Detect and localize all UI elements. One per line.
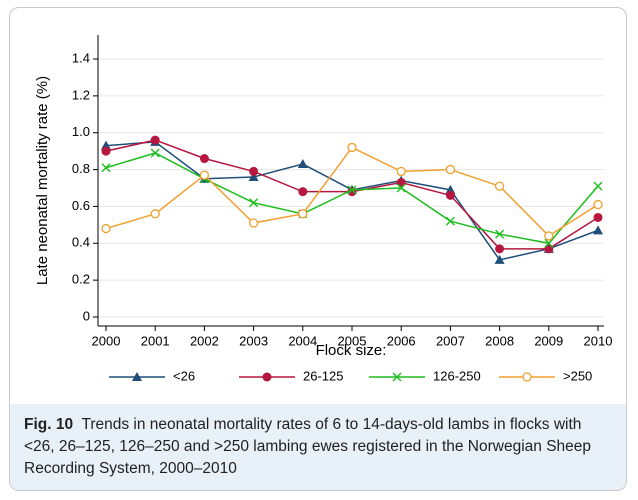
marker xyxy=(101,163,111,173)
marker xyxy=(150,135,160,145)
marker xyxy=(544,244,554,254)
legend-label: 26-125 xyxy=(303,368,343,383)
marker xyxy=(101,223,111,234)
y-axis-label: Late neonatal mortality rate (%) xyxy=(34,76,51,285)
marker xyxy=(544,238,554,248)
x-tick-label: 2004 xyxy=(288,333,317,348)
marker xyxy=(396,166,406,177)
marker xyxy=(262,372,272,382)
marker xyxy=(445,164,456,175)
marker xyxy=(392,372,402,382)
marker xyxy=(248,171,259,181)
marker xyxy=(150,209,160,219)
x-tick-label: 2010 xyxy=(584,333,613,348)
marker xyxy=(249,198,259,208)
x-axis-label: Flock size: xyxy=(316,342,387,359)
x-tick-label: 2002 xyxy=(190,333,219,348)
y-tick-label: 0.2 xyxy=(72,272,90,287)
marker xyxy=(593,181,603,191)
marker xyxy=(150,148,160,158)
y-tick-label: 0.6 xyxy=(72,198,90,213)
marker xyxy=(495,244,505,254)
marker xyxy=(396,183,406,193)
marker xyxy=(593,225,603,235)
x-tick-label: 2000 xyxy=(92,333,121,348)
y-tick-label: 1.4 xyxy=(72,50,90,65)
y-tick-label: 0 xyxy=(83,308,90,323)
marker xyxy=(494,254,505,264)
marker xyxy=(544,231,554,241)
marker xyxy=(494,181,505,191)
legend-label: >250 xyxy=(563,368,592,383)
marker xyxy=(298,209,308,219)
y-tick-label: 0.4 xyxy=(72,235,90,250)
y-tick-label: 1.2 xyxy=(72,87,90,102)
legend-label: <26 xyxy=(173,368,195,383)
x-tick-label: 2005 xyxy=(338,333,367,348)
marker xyxy=(199,170,210,180)
marker xyxy=(101,140,111,150)
marker xyxy=(522,372,532,382)
x-tick-label: 2001 xyxy=(141,333,170,348)
marker xyxy=(445,190,455,200)
y-tick-label: 1.0 xyxy=(72,124,90,139)
marker xyxy=(347,142,357,153)
plot-area xyxy=(98,35,604,326)
marker xyxy=(495,229,505,239)
caption-text: Trends in neonatal mortality rates of 6 … xyxy=(24,416,592,477)
marker xyxy=(199,154,209,164)
marker xyxy=(445,184,456,194)
marker xyxy=(297,159,308,169)
marker xyxy=(593,212,603,222)
marker xyxy=(445,216,455,226)
caption: Fig. 10 Trends in neonatal mortality rat… xyxy=(10,404,626,490)
marker xyxy=(132,372,142,381)
x-tick-label: 2006 xyxy=(387,333,416,348)
x-tick-label: 2007 xyxy=(436,333,465,348)
x-tick-label: 2008 xyxy=(485,333,514,348)
marker xyxy=(347,185,357,195)
y-tick-label: 0.8 xyxy=(72,161,90,176)
x-tick-label: 2003 xyxy=(239,333,268,348)
x-tick-label: 2009 xyxy=(534,333,563,348)
legend-label: 126-250 xyxy=(433,368,481,383)
marker xyxy=(101,146,111,156)
figure-box: 0 0.2 0.4 0.6 0.8 1.0 1.2 1.4 2000 2001 2002 2003 20… xyxy=(9,7,627,491)
marker xyxy=(593,199,603,210)
marker xyxy=(249,166,259,176)
marker xyxy=(248,218,259,228)
caption-label: Fig. 10 xyxy=(24,416,74,433)
chart: 0 0.2 0.4 0.6 0.8 1.0 1.2 1.4 2000 2001 2002 2003 20… xyxy=(34,35,613,383)
marker xyxy=(298,187,308,197)
marker xyxy=(396,177,406,187)
